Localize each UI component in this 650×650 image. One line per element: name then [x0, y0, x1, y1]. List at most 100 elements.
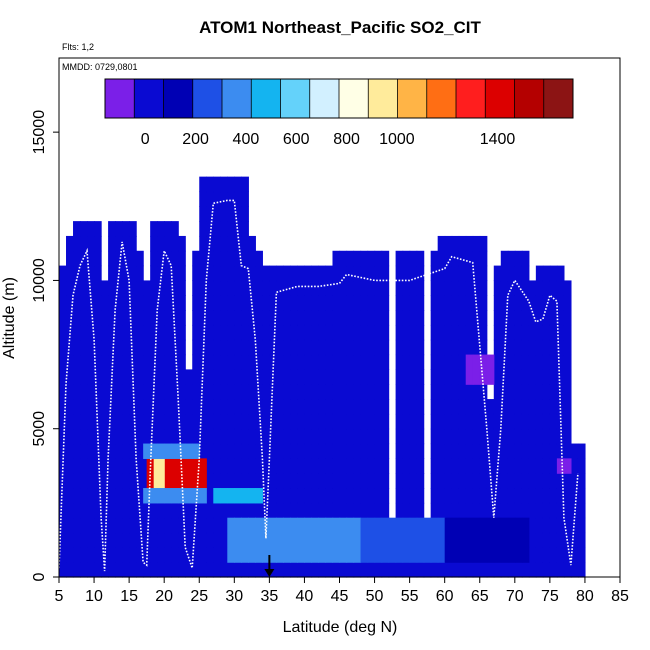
heatmap-cell — [332, 502, 341, 519]
heatmap-cell — [542, 547, 551, 563]
heatmap-cell — [213, 443, 221, 459]
heatmap-cell — [556, 339, 565, 356]
heatmap-cell — [108, 265, 116, 282]
x-tick-label: 80 — [576, 588, 594, 605]
heatmap-cell — [409, 443, 418, 459]
heatmap-cell — [234, 191, 242, 207]
heatmap-cell — [479, 458, 488, 474]
heatmap-cell — [206, 517, 214, 534]
heatmap-cell — [570, 443, 579, 459]
heatmap-cell — [164, 235, 172, 252]
heatmap-cell — [157, 310, 165, 326]
heatmap-cell — [101, 280, 109, 296]
heatmap-cell — [283, 354, 292, 370]
heatmap-cell — [66, 369, 74, 385]
heatmap-cell — [290, 399, 299, 415]
heatmap-cell — [556, 428, 565, 445]
heatmap-cell — [153, 458, 162, 489]
heatmap-cell — [213, 428, 221, 445]
heatmap-cell — [563, 473, 572, 489]
heatmap-cell — [276, 517, 284, 563]
heatmap-cell — [353, 428, 362, 445]
heatmap-cell — [549, 339, 558, 356]
heatmap-cell — [115, 339, 123, 356]
heatmap-cell — [297, 562, 306, 578]
heatmap-cell — [248, 265, 256, 282]
heatmap-cell — [108, 458, 116, 474]
heatmap-cell — [402, 295, 411, 311]
heatmap-cell — [122, 399, 130, 415]
heatmap-cell — [535, 413, 544, 430]
heatmap-cell — [101, 517, 109, 534]
heatmap-cell — [248, 250, 256, 267]
heatmap-cell — [136, 443, 144, 459]
colorbar-segment — [426, 79, 457, 118]
heatmap-cell — [94, 235, 102, 252]
heatmap-cell — [283, 488, 292, 504]
heatmap-cell — [367, 428, 376, 445]
heatmap-cell — [101, 502, 109, 519]
heatmap-cell — [94, 295, 102, 311]
heatmap-cell — [73, 502, 81, 519]
heatmap-cell — [318, 502, 327, 519]
heatmap-cell — [73, 458, 81, 474]
heatmap-cell — [535, 473, 544, 489]
heatmap-cell — [381, 473, 390, 489]
heatmap-cell — [542, 265, 551, 282]
heatmap-cell — [465, 562, 474, 578]
heatmap-cell — [416, 562, 425, 578]
heatmap-cell — [514, 339, 523, 356]
heatmap-cell — [416, 413, 425, 430]
heatmap-cell — [486, 458, 495, 474]
heatmap-cell — [269, 339, 277, 356]
heatmap-cell — [122, 473, 130, 489]
colorbar-segment — [134, 79, 164, 118]
heatmap-cell — [521, 280, 530, 296]
heatmap-cell — [430, 354, 439, 370]
heatmap-cell — [206, 176, 214, 193]
heatmap-cell — [311, 502, 320, 519]
heatmap-cell — [514, 265, 523, 282]
heatmap-cell — [206, 221, 214, 237]
heatmap-cell — [556, 369, 565, 385]
heatmap-cell — [472, 384, 481, 400]
heatmap-cell — [318, 488, 327, 504]
heatmap-cell — [234, 384, 242, 400]
heatmap-cell — [395, 473, 404, 489]
x-axis: 5 10 15 20 25 30 35 40 45 50 55 60 65 70 75 80 85 — [55, 577, 629, 605]
heatmap-cell — [248, 488, 256, 504]
heatmap-cell — [220, 428, 228, 445]
colorbar-segment — [339, 79, 369, 118]
heatmap-cell — [248, 517, 256, 563]
heatmap-cell — [542, 280, 551, 296]
heatmap-cell — [563, 517, 572, 534]
heatmap-cell — [528, 443, 537, 459]
heatmap-cell — [360, 265, 369, 282]
heatmap-cell — [486, 428, 495, 445]
heatmap-cell — [297, 458, 306, 474]
heatmap-cell — [115, 354, 123, 370]
heatmap-cell — [234, 206, 242, 222]
x-tick-label: 55 — [401, 588, 419, 605]
heatmap-cell — [521, 384, 530, 400]
heatmap-cell — [269, 458, 277, 474]
heatmap-cell — [563, 413, 572, 430]
heatmap-cell — [304, 280, 313, 296]
heatmap-cell — [136, 265, 144, 282]
heatmap-cell — [311, 265, 320, 282]
heatmap-cell — [66, 428, 74, 445]
heatmap-cell — [150, 532, 158, 548]
heatmap-cell — [101, 339, 109, 356]
heatmap-cell — [535, 399, 544, 415]
heatmap-cell — [241, 473, 249, 489]
heatmap-cell — [507, 384, 516, 400]
colorbar-tick-label: 1000 — [379, 131, 415, 148]
heatmap-cell — [465, 413, 474, 430]
heatmap-cell — [472, 502, 481, 519]
heatmap-cell — [472, 295, 481, 311]
heatmap-cell — [521, 562, 530, 578]
heatmap-cell — [493, 399, 502, 415]
heatmap-cell — [248, 310, 256, 326]
heatmap-cell — [339, 369, 348, 385]
heatmap-cell — [94, 250, 102, 267]
